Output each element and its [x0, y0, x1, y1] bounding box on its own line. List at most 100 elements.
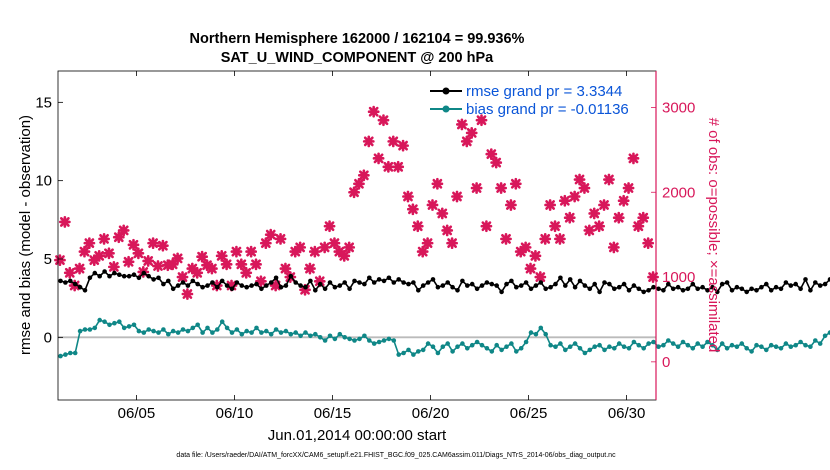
- bias-point: [514, 349, 519, 354]
- bias-point: [185, 328, 191, 334]
- bias-point: [72, 350, 78, 356]
- obs-count-point: [529, 249, 542, 262]
- rmse-point: [465, 283, 470, 288]
- bias-point: [401, 350, 406, 356]
- obs-count-point: [460, 135, 473, 148]
- obs-count-point: [578, 182, 591, 194]
- y2-tick-label: 0: [662, 354, 670, 371]
- rmse-point: [734, 284, 740, 290]
- obs-count-point: [147, 237, 159, 250]
- bias-point: [567, 344, 573, 350]
- bias-point: [523, 339, 529, 345]
- rmse-point: [229, 286, 235, 292]
- rmse-point: [126, 273, 132, 279]
- rmse-point: [563, 283, 568, 288]
- bias-point: [303, 330, 308, 335]
- rmse-point: [185, 283, 191, 288]
- rmse-point: [376, 277, 382, 282]
- x-axis-label: Jun.01,2014 00:00:00 start: [268, 427, 447, 444]
- bias-point: [494, 342, 500, 348]
- obs-count-point: [98, 232, 110, 245]
- rmse-point: [175, 283, 181, 288]
- bias-point: [416, 349, 421, 354]
- bias-point: [195, 322, 200, 328]
- rmse-point: [170, 286, 176, 292]
- bias-point: [670, 341, 676, 346]
- rmse-point: [205, 283, 210, 288]
- obs-count-point: [357, 169, 370, 182]
- obs-count-point: [289, 245, 302, 258]
- bias-point: [469, 342, 475, 348]
- obs-count-point: [304, 262, 316, 275]
- obs-count-point: [603, 173, 615, 186]
- obs-count-point: [318, 241, 331, 254]
- rmse-point: [616, 284, 622, 290]
- bias-point: [391, 338, 397, 343]
- bias-point: [229, 330, 235, 335]
- obs-count-point: [333, 245, 346, 258]
- obs-count-point: [117, 224, 130, 237]
- rmse-point: [646, 288, 651, 293]
- rmse-point: [293, 280, 299, 285]
- x-tick-label: 06/20: [412, 405, 450, 422]
- chart-subtitle: SAT_U_WIND_COMPONENT @ 200 hPa: [221, 50, 494, 66]
- rmse-point: [764, 281, 769, 287]
- bias-point: [68, 350, 73, 356]
- rmse-point: [455, 288, 460, 293]
- rmse-point: [695, 286, 700, 292]
- obs-count-point: [446, 237, 458, 250]
- rmse-point: [430, 277, 436, 282]
- bias-point: [577, 346, 583, 351]
- rmse-point: [283, 283, 289, 288]
- bias-point: [744, 346, 749, 351]
- rmse-point: [460, 278, 465, 284]
- bias-point: [268, 331, 274, 337]
- rmse-point: [357, 280, 362, 285]
- bias-point: [102, 319, 107, 325]
- bias-point: [342, 335, 348, 340]
- rmse-point: [641, 289, 646, 295]
- rmse-point: [317, 281, 323, 287]
- rmse-point: [518, 283, 524, 288]
- bias-point: [420, 347, 426, 353]
- rmse-point: [337, 283, 343, 288]
- rmse-point: [719, 281, 725, 287]
- bias-point: [734, 344, 740, 350]
- rmse-point: [249, 283, 254, 288]
- rmse-point: [161, 281, 166, 287]
- rmse-point: [773, 284, 779, 290]
- y2-axis-label: # of obs: o=possible; ×=assimilated: [705, 118, 722, 353]
- rmse-point: [180, 280, 186, 285]
- obs-count-point: [544, 199, 557, 211]
- bias-point: [322, 338, 328, 343]
- bias-point: [754, 342, 759, 348]
- bias-point: [63, 352, 68, 357]
- rmse-point: [68, 278, 73, 284]
- obs-count-point: [230, 245, 243, 258]
- bias-point: [592, 344, 597, 350]
- obs-count-point: [348, 186, 360, 199]
- obs-count-point: [299, 283, 311, 296]
- obs-count-point: [411, 220, 424, 233]
- obs-count-point: [338, 249, 351, 262]
- bias-point: [92, 325, 98, 331]
- bias-point: [440, 344, 446, 350]
- bias-point: [621, 344, 627, 350]
- rmse-point: [489, 281, 495, 287]
- bias-point: [602, 347, 607, 353]
- obs-count-point: [196, 250, 209, 263]
- obs-count-point: [245, 245, 258, 258]
- rmse-point: [803, 277, 808, 282]
- bias-point: [381, 338, 387, 343]
- obs-count-point: [397, 139, 409, 152]
- bias-point: [518, 346, 524, 351]
- obs-count-point: [470, 182, 483, 194]
- obs-count-point: [549, 220, 561, 233]
- rmse-point: [553, 281, 558, 287]
- rmse-point: [435, 284, 441, 290]
- bias-point: [136, 328, 142, 334]
- legend-rmse-swatch-marker: [442, 87, 450, 95]
- obs-count-point: [519, 241, 532, 254]
- bias-point: [616, 341, 622, 346]
